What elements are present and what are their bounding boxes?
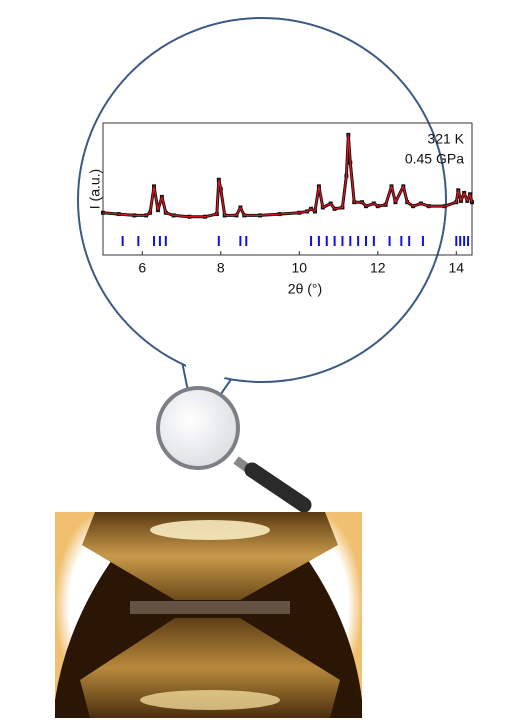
- chart: I (a.u.) 2θ (°) 321 K 0.45 GPa 6 8 10 12 14: [87, 122, 474, 297]
- x-tick-label: 10: [291, 260, 307, 276]
- x-tick-label: 12: [370, 260, 386, 276]
- x-tick-label: 6: [138, 260, 146, 276]
- upper-anvil: [82, 512, 338, 600]
- calculated-line: [102, 134, 473, 218]
- x-tick-label: 8: [217, 260, 225, 276]
- annotation-temperature: 321 K: [427, 131, 464, 147]
- magnifier-lens: [156, 386, 240, 470]
- bubble-body: [77, 17, 447, 383]
- x-tick-label: 14: [449, 260, 465, 276]
- gasket: [130, 601, 290, 614]
- magnifier-handle: [244, 462, 312, 513]
- x-axis-label: 2θ (°): [288, 281, 322, 297]
- y-axis-label: I (a.u.): [87, 169, 103, 209]
- photo-glow-left: [55, 512, 150, 700]
- annotation-pressure: 0.45 GPa: [405, 151, 464, 167]
- bubble: [77, 17, 447, 433]
- plot-frame: [102, 122, 473, 256]
- lower-anvil: [80, 618, 340, 718]
- anvil-photo: [55, 512, 362, 718]
- lower-highlight: [140, 690, 280, 710]
- upper-highlight: [150, 520, 270, 540]
- photo-glow-right: [270, 512, 362, 700]
- magnifier: [156, 386, 312, 513]
